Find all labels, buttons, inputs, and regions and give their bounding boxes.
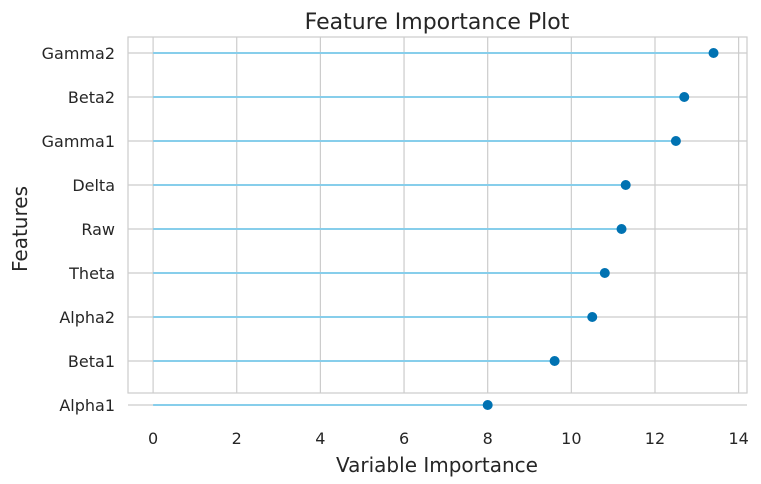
chart-title: Feature Importance Plot <box>305 10 570 35</box>
x-tick-label: 8 <box>483 429 493 448</box>
y-tick-label: Gamma1 <box>42 132 115 151</box>
marker-raw <box>616 224 627 234</box>
y-axis-label: Features <box>8 186 32 272</box>
x-tick-label: 4 <box>315 429 325 448</box>
x-tick-label: 12 <box>645 429 665 448</box>
x-tick-label: 6 <box>399 429 409 448</box>
plot-frame <box>127 36 748 394</box>
x-tick-label: 2 <box>232 429 242 448</box>
y-tick-label: Beta2 <box>68 88 115 107</box>
marker-gamma2 <box>708 48 719 58</box>
marker-beta1 <box>549 356 560 366</box>
x-tick-labels: 0 2 4 6 8 10 12 14 <box>148 429 749 448</box>
marker-theta <box>599 268 610 278</box>
x-axis-label: Variable Importance <box>336 453 538 477</box>
marker-delta <box>620 180 631 190</box>
y-tick-label: Raw <box>81 220 115 239</box>
x-tick-label: 14 <box>728 429 748 448</box>
stems <box>153 52 714 406</box>
y-tick-labels: Gamma2 Beta2 Gamma1 Delta Raw Theta Alpha2 Beta… <box>42 44 115 415</box>
marker-beta2 <box>679 92 690 102</box>
y-tick-label: Beta1 <box>68 352 115 371</box>
y-tick-label: Alpha2 <box>59 308 115 327</box>
y-tick-label: Delta <box>72 176 115 195</box>
x-tick-label: 0 <box>148 429 158 448</box>
marker-alpha1 <box>482 400 493 410</box>
marker-gamma1 <box>670 136 681 146</box>
x-tick-label: 10 <box>561 429 581 448</box>
y-tick-label: Gamma2 <box>42 44 115 63</box>
marker-alpha2 <box>587 312 598 322</box>
y-tick-label: Alpha1 <box>59 396 115 415</box>
markers <box>482 48 719 410</box>
y-tick-label: Theta <box>68 264 115 283</box>
